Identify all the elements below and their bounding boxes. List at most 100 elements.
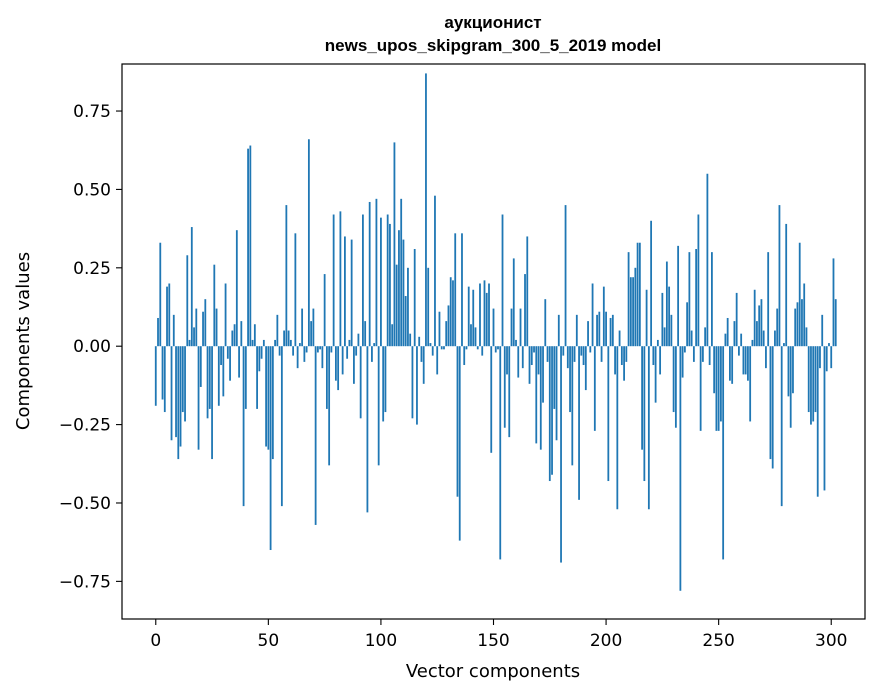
- bar: [636, 242, 639, 347]
- bar: [596, 314, 598, 347]
- bar: [708, 346, 711, 366]
- bar: [373, 343, 376, 347]
- bar: [226, 346, 229, 359]
- bar: [305, 346, 308, 353]
- bar: [386, 214, 389, 347]
- bar: [609, 317, 612, 347]
- bar: [389, 223, 391, 347]
- bar: [220, 346, 222, 366]
- bar: [771, 346, 774, 469]
- plot-frame: [121, 63, 866, 620]
- bar: [677, 245, 680, 347]
- bar: [510, 308, 513, 347]
- bar: [805, 327, 808, 347]
- bar: [717, 346, 720, 431]
- bar: [539, 346, 542, 450]
- bar: [184, 346, 186, 422]
- bar: [267, 346, 270, 450]
- bar: [663, 327, 666, 347]
- bar: [542, 346, 544, 403]
- bar: [217, 346, 220, 406]
- bar: [204, 299, 207, 347]
- bar: [355, 346, 358, 356]
- bar: [501, 214, 504, 347]
- bar: [314, 346, 317, 525]
- bar: [699, 346, 702, 431]
- bar: [445, 321, 448, 347]
- bar: [774, 330, 776, 347]
- bar: [301, 308, 304, 347]
- bar: [816, 346, 819, 497]
- bar: [206, 346, 209, 419]
- bar: [253, 324, 256, 347]
- bar: [163, 346, 166, 413]
- bar: [425, 73, 427, 347]
- bar: [668, 286, 671, 347]
- bar: [546, 346, 549, 362]
- bar: [713, 346, 716, 394]
- bar: [166, 286, 168, 347]
- bar: [828, 343, 830, 347]
- bar: [483, 280, 486, 347]
- bar: [747, 346, 749, 381]
- bar: [512, 258, 515, 347]
- y-tick-label: 0.75: [73, 102, 111, 122]
- bar: [587, 321, 589, 347]
- bar: [627, 252, 630, 347]
- bar: [701, 346, 704, 362]
- bar: [762, 330, 765, 347]
- bar: [557, 314, 560, 347]
- bar: [647, 346, 650, 510]
- bar: [258, 346, 261, 372]
- bar: [310, 321, 313, 347]
- bar: [575, 314, 578, 347]
- bar: [749, 346, 752, 422]
- bar: [706, 173, 709, 347]
- bar: [503, 346, 506, 428]
- y-tick-label: 0.00: [73, 337, 111, 357]
- bar: [371, 346, 373, 362]
- x-axis-ticks: 0 50 100 150 200 250 300: [150, 619, 847, 651]
- bar: [269, 346, 272, 551]
- bar: [562, 346, 565, 356]
- bar: [190, 227, 193, 347]
- bar: [382, 346, 385, 422]
- bar: [402, 239, 405, 347]
- bar: [172, 314, 175, 347]
- bar: [580, 346, 583, 356]
- bar: [758, 305, 761, 347]
- bar: [794, 308, 797, 347]
- bar: [339, 211, 342, 347]
- bar: [366, 346, 369, 513]
- bar: [724, 333, 727, 347]
- bar: [616, 346, 619, 510]
- bar: [467, 286, 470, 347]
- bar: [422, 346, 425, 384]
- bar: [416, 346, 418, 425]
- bar: [472, 289, 475, 347]
- bar: [492, 308, 495, 347]
- bar: [240, 321, 243, 347]
- bar: [618, 330, 621, 347]
- bar: [222, 346, 225, 397]
- bar: [238, 346, 240, 378]
- bar: [623, 346, 625, 381]
- bar: [330, 346, 333, 353]
- bar: [742, 346, 745, 375]
- bar: [262, 339, 265, 347]
- bar: [681, 346, 684, 378]
- bar: [690, 330, 693, 347]
- bar: [427, 267, 430, 347]
- bar: [458, 346, 461, 541]
- bar: [517, 346, 520, 378]
- bar: [807, 346, 810, 413]
- bar: [796, 302, 799, 347]
- bar: [438, 311, 441, 347]
- bar: [398, 230, 400, 347]
- bar: [233, 324, 236, 347]
- bar: [625, 346, 628, 362]
- bar: [368, 201, 371, 347]
- bar: [474, 327, 477, 347]
- bar: [695, 249, 698, 347]
